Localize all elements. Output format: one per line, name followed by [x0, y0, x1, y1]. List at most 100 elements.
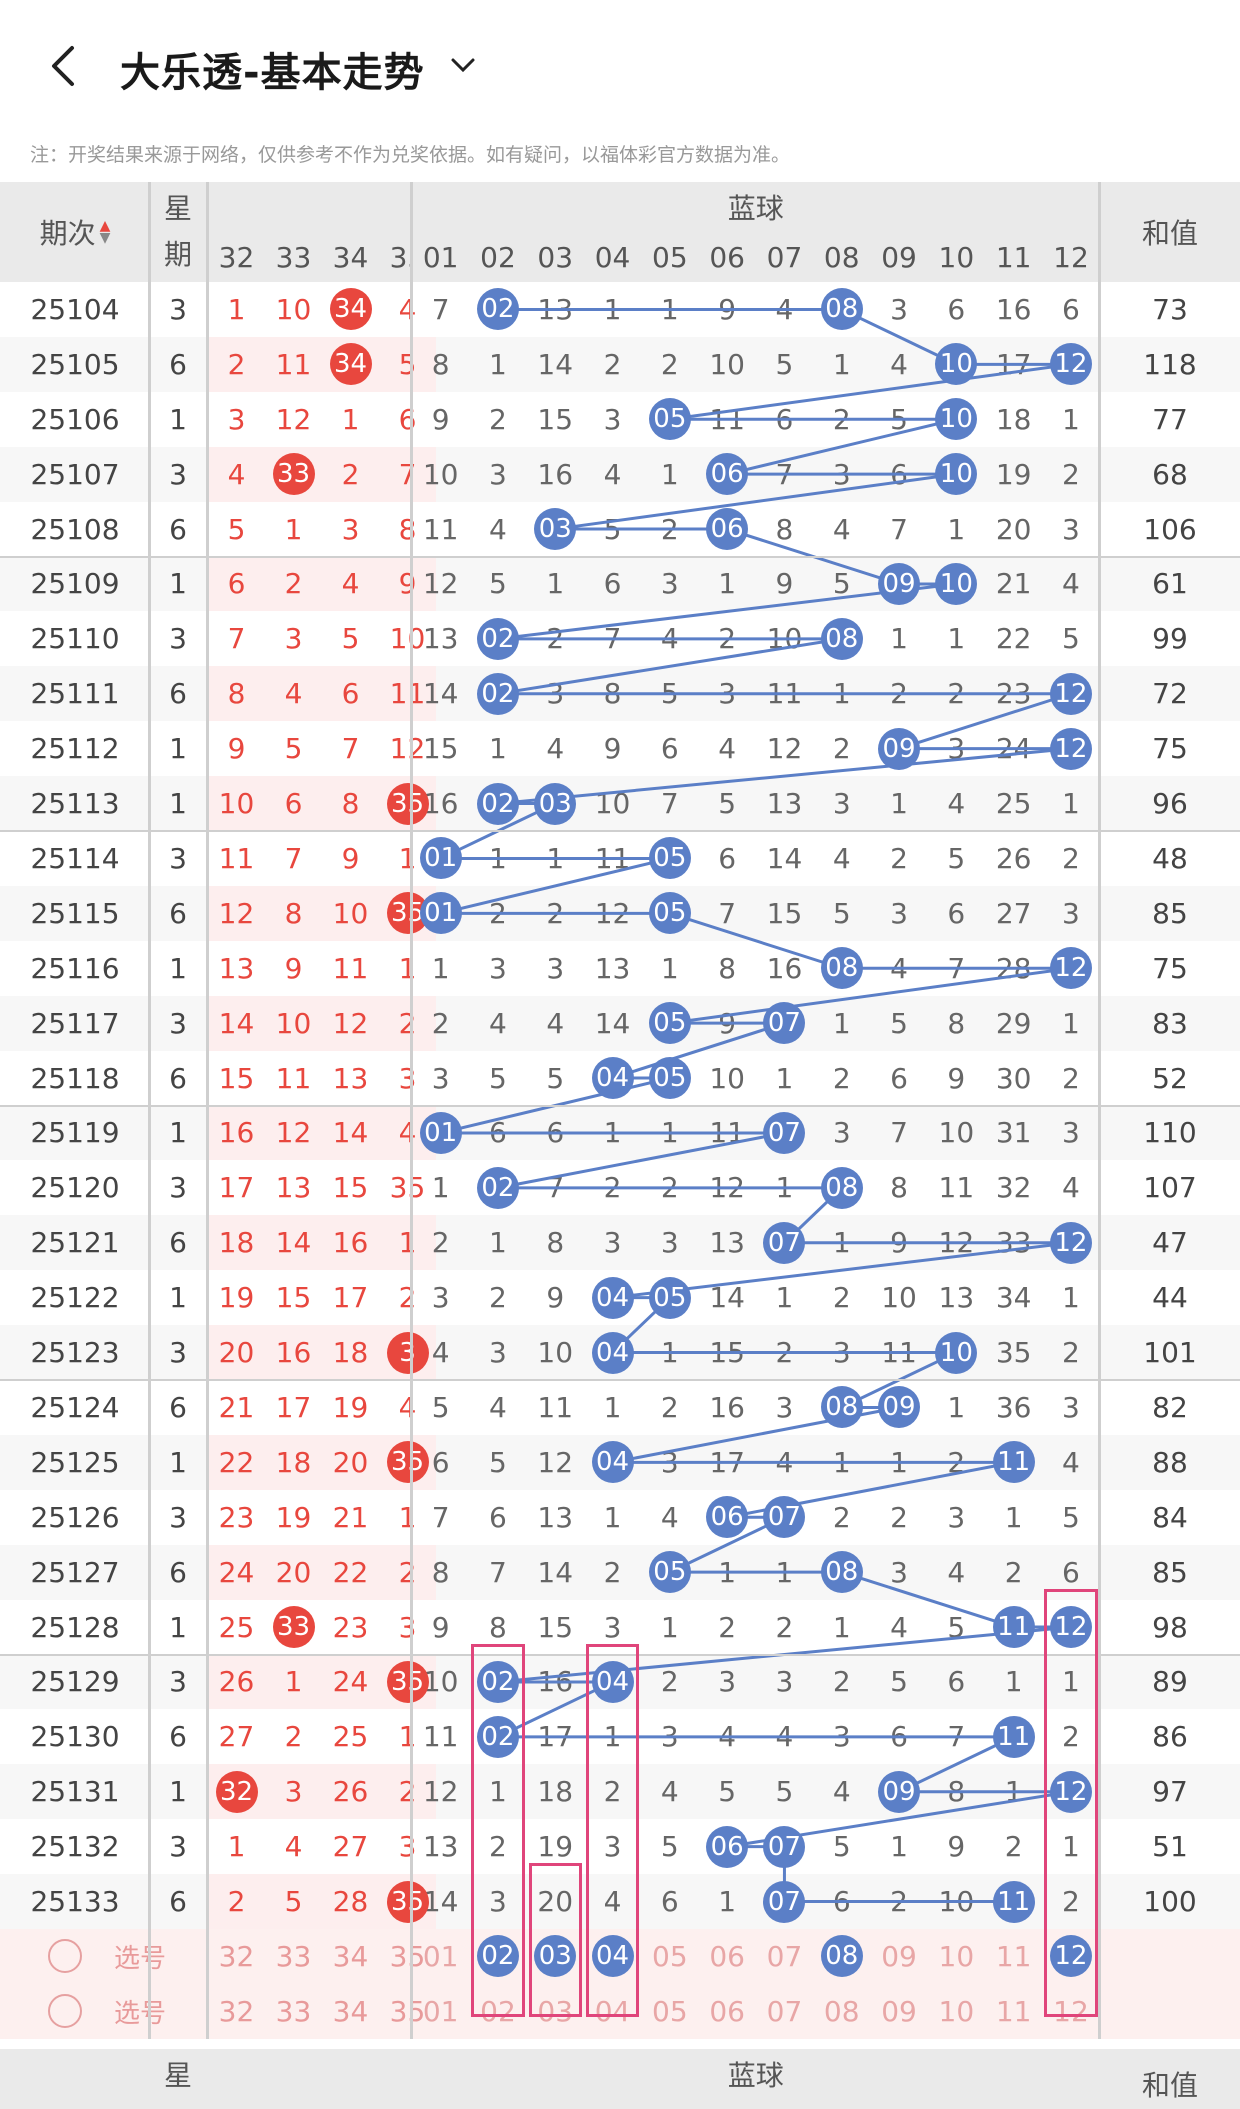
- red-cell: 3: [284, 622, 303, 656]
- page-title: 大乐透-基本走势: [120, 50, 425, 96]
- red-cell: 10: [275, 1006, 312, 1040]
- week-cell: 6: [169, 1720, 187, 1754]
- selected-blue-ball[interactable]: 03: [534, 1935, 577, 1978]
- red-cell: 3: [284, 1775, 303, 1809]
- blue-cell: 1: [947, 1390, 966, 1424]
- pick-blue-number[interactable]: 09: [881, 1994, 917, 2028]
- blue-cell: 15: [537, 402, 574, 436]
- pick-red-number[interactable]: 33: [275, 1939, 312, 1973]
- red-cell: 25: [218, 1610, 255, 1644]
- pick-blue-number[interactable]: 06: [709, 1939, 745, 1973]
- pick-label[interactable]: 选号: [113, 1943, 166, 1974]
- pick-blue-number[interactable]: 05: [652, 1939, 688, 1973]
- selected-blue-ball[interactable]: 08: [820, 1935, 863, 1978]
- blue-ball: 12: [1049, 343, 1092, 386]
- blue-cell: 4: [832, 512, 851, 546]
- pick-red-number[interactable]: 32: [218, 1939, 255, 1973]
- pick-blue-number[interactable]: 10: [938, 1939, 975, 1973]
- chevron-left-icon[interactable]: [44, 44, 84, 88]
- blue-cell: 2: [1062, 457, 1080, 491]
- pick-blue-number[interactable]: 11: [995, 1994, 1032, 2028]
- blue-cell: 2: [890, 1500, 908, 1534]
- blue-cell: 6: [1062, 292, 1080, 326]
- blue-ball: 09: [878, 727, 921, 770]
- blue-cell: 4: [546, 1006, 565, 1040]
- blue-cell: 15: [537, 1610, 574, 1644]
- pick-red-number[interactable]: 35: [389, 1939, 426, 1973]
- red-cell: 4: [284, 1830, 303, 1864]
- blue-ball: 11: [992, 1880, 1035, 1923]
- red-cell: 4: [341, 567, 360, 601]
- pick-blue-number[interactable]: 08: [823, 1994, 860, 2028]
- blue-cell: 3: [775, 1665, 794, 1699]
- sum-cell: 99: [1152, 622, 1188, 656]
- sum-cell: 110: [1143, 1116, 1197, 1150]
- pick-blue-number[interactable]: 01: [422, 1939, 459, 1973]
- sort-icon[interactable]: ▲ ▼: [99, 218, 111, 246]
- column-divider: [410, 182, 413, 2039]
- row-divider: [0, 1104, 1240, 1107]
- blue-cell: 8: [718, 951, 737, 985]
- red-cell: 22: [218, 1445, 255, 1479]
- pick-red-number[interactable]: 35: [389, 1994, 426, 2028]
- red-cell: 15: [332, 1171, 369, 1205]
- blue-cell: 9: [546, 1281, 565, 1315]
- blue-cell: 6: [660, 1885, 679, 1919]
- selected-blue-ball[interactable]: 04: [591, 1935, 634, 1978]
- blue-cell: 1: [718, 1885, 737, 1919]
- selected-blue-ball[interactable]: 02: [476, 1935, 519, 1978]
- blue-cell: 12: [537, 1445, 574, 1479]
- issue-cell: 25117: [30, 1006, 120, 1040]
- blue-cell: 5: [832, 896, 851, 930]
- blue-cell: 3: [660, 1226, 679, 1260]
- pick-red-number[interactable]: 34: [332, 1939, 369, 1973]
- blue-cell: 5: [947, 1610, 966, 1644]
- blue-cell: 1: [546, 567, 565, 601]
- pick-blue-number[interactable]: 05: [652, 1994, 688, 2028]
- week-cell: 6: [169, 1061, 187, 1095]
- week-cell: 1: [169, 787, 187, 821]
- blue-cell: 6: [660, 732, 679, 766]
- blue-cell: 5: [489, 567, 507, 601]
- red-cell: 5: [284, 732, 303, 766]
- blue-cell: 5: [947, 841, 966, 875]
- blue-cell: 2: [660, 1665, 679, 1699]
- chevron-down-icon[interactable]: [448, 50, 478, 80]
- blue-number-header: 09: [870, 232, 928, 282]
- red-cell: 24: [218, 1555, 255, 1589]
- pick-blue-number[interactable]: 07: [766, 1939, 803, 1973]
- red-cell: 19: [275, 1500, 312, 1534]
- pick-blue-number[interactable]: 12: [1053, 1994, 1089, 2028]
- pick-red-number[interactable]: 34: [332, 1994, 369, 2028]
- pick-blue-number[interactable]: 09: [881, 1939, 917, 1973]
- pick-blue-number[interactable]: 10: [938, 1994, 975, 2028]
- pick-blue-number[interactable]: 01: [422, 1994, 459, 2028]
- red-cell: 23: [218, 1500, 255, 1534]
- pick-red-number[interactable]: 33: [275, 1994, 312, 2028]
- pick-label[interactable]: 选号: [113, 1998, 166, 2029]
- pick-blue-number[interactable]: 07: [766, 1994, 803, 2028]
- sum-cell: 85: [1152, 1555, 1188, 1589]
- sum-cell: 75: [1152, 951, 1188, 985]
- blue-cell: 6: [947, 292, 966, 326]
- radio-icon[interactable]: [48, 1993, 82, 2028]
- pick-blue-number[interactable]: 02: [480, 1994, 516, 2028]
- pick-blue-number[interactable]: 06: [709, 1994, 745, 2028]
- blue-cell: 2: [1062, 1336, 1080, 1370]
- blue-cell: 32: [995, 1171, 1032, 1205]
- pick-blue-number[interactable]: 04: [594, 1994, 631, 2028]
- pick-blue-number[interactable]: 11: [995, 1939, 1032, 1973]
- red-cell: 7: [341, 732, 360, 766]
- red-cell: 21: [218, 1390, 255, 1424]
- selected-blue-ball[interactable]: 12: [1049, 1935, 1092, 1978]
- week-cell: 1: [169, 951, 187, 985]
- radio-icon[interactable]: [48, 1939, 82, 1973]
- blue-cell: 10: [422, 1665, 459, 1699]
- blue-ball: 06: [706, 508, 749, 551]
- blue-cell: 36: [995, 1390, 1032, 1424]
- blue-cell: 3: [775, 1390, 794, 1424]
- col-issue-header[interactable]: 期次 ▲ ▼: [0, 182, 150, 282]
- pick-blue-number[interactable]: 03: [537, 1994, 574, 2028]
- blue-cell: 2: [660, 347, 679, 381]
- pick-red-number[interactable]: 32: [218, 1994, 255, 2028]
